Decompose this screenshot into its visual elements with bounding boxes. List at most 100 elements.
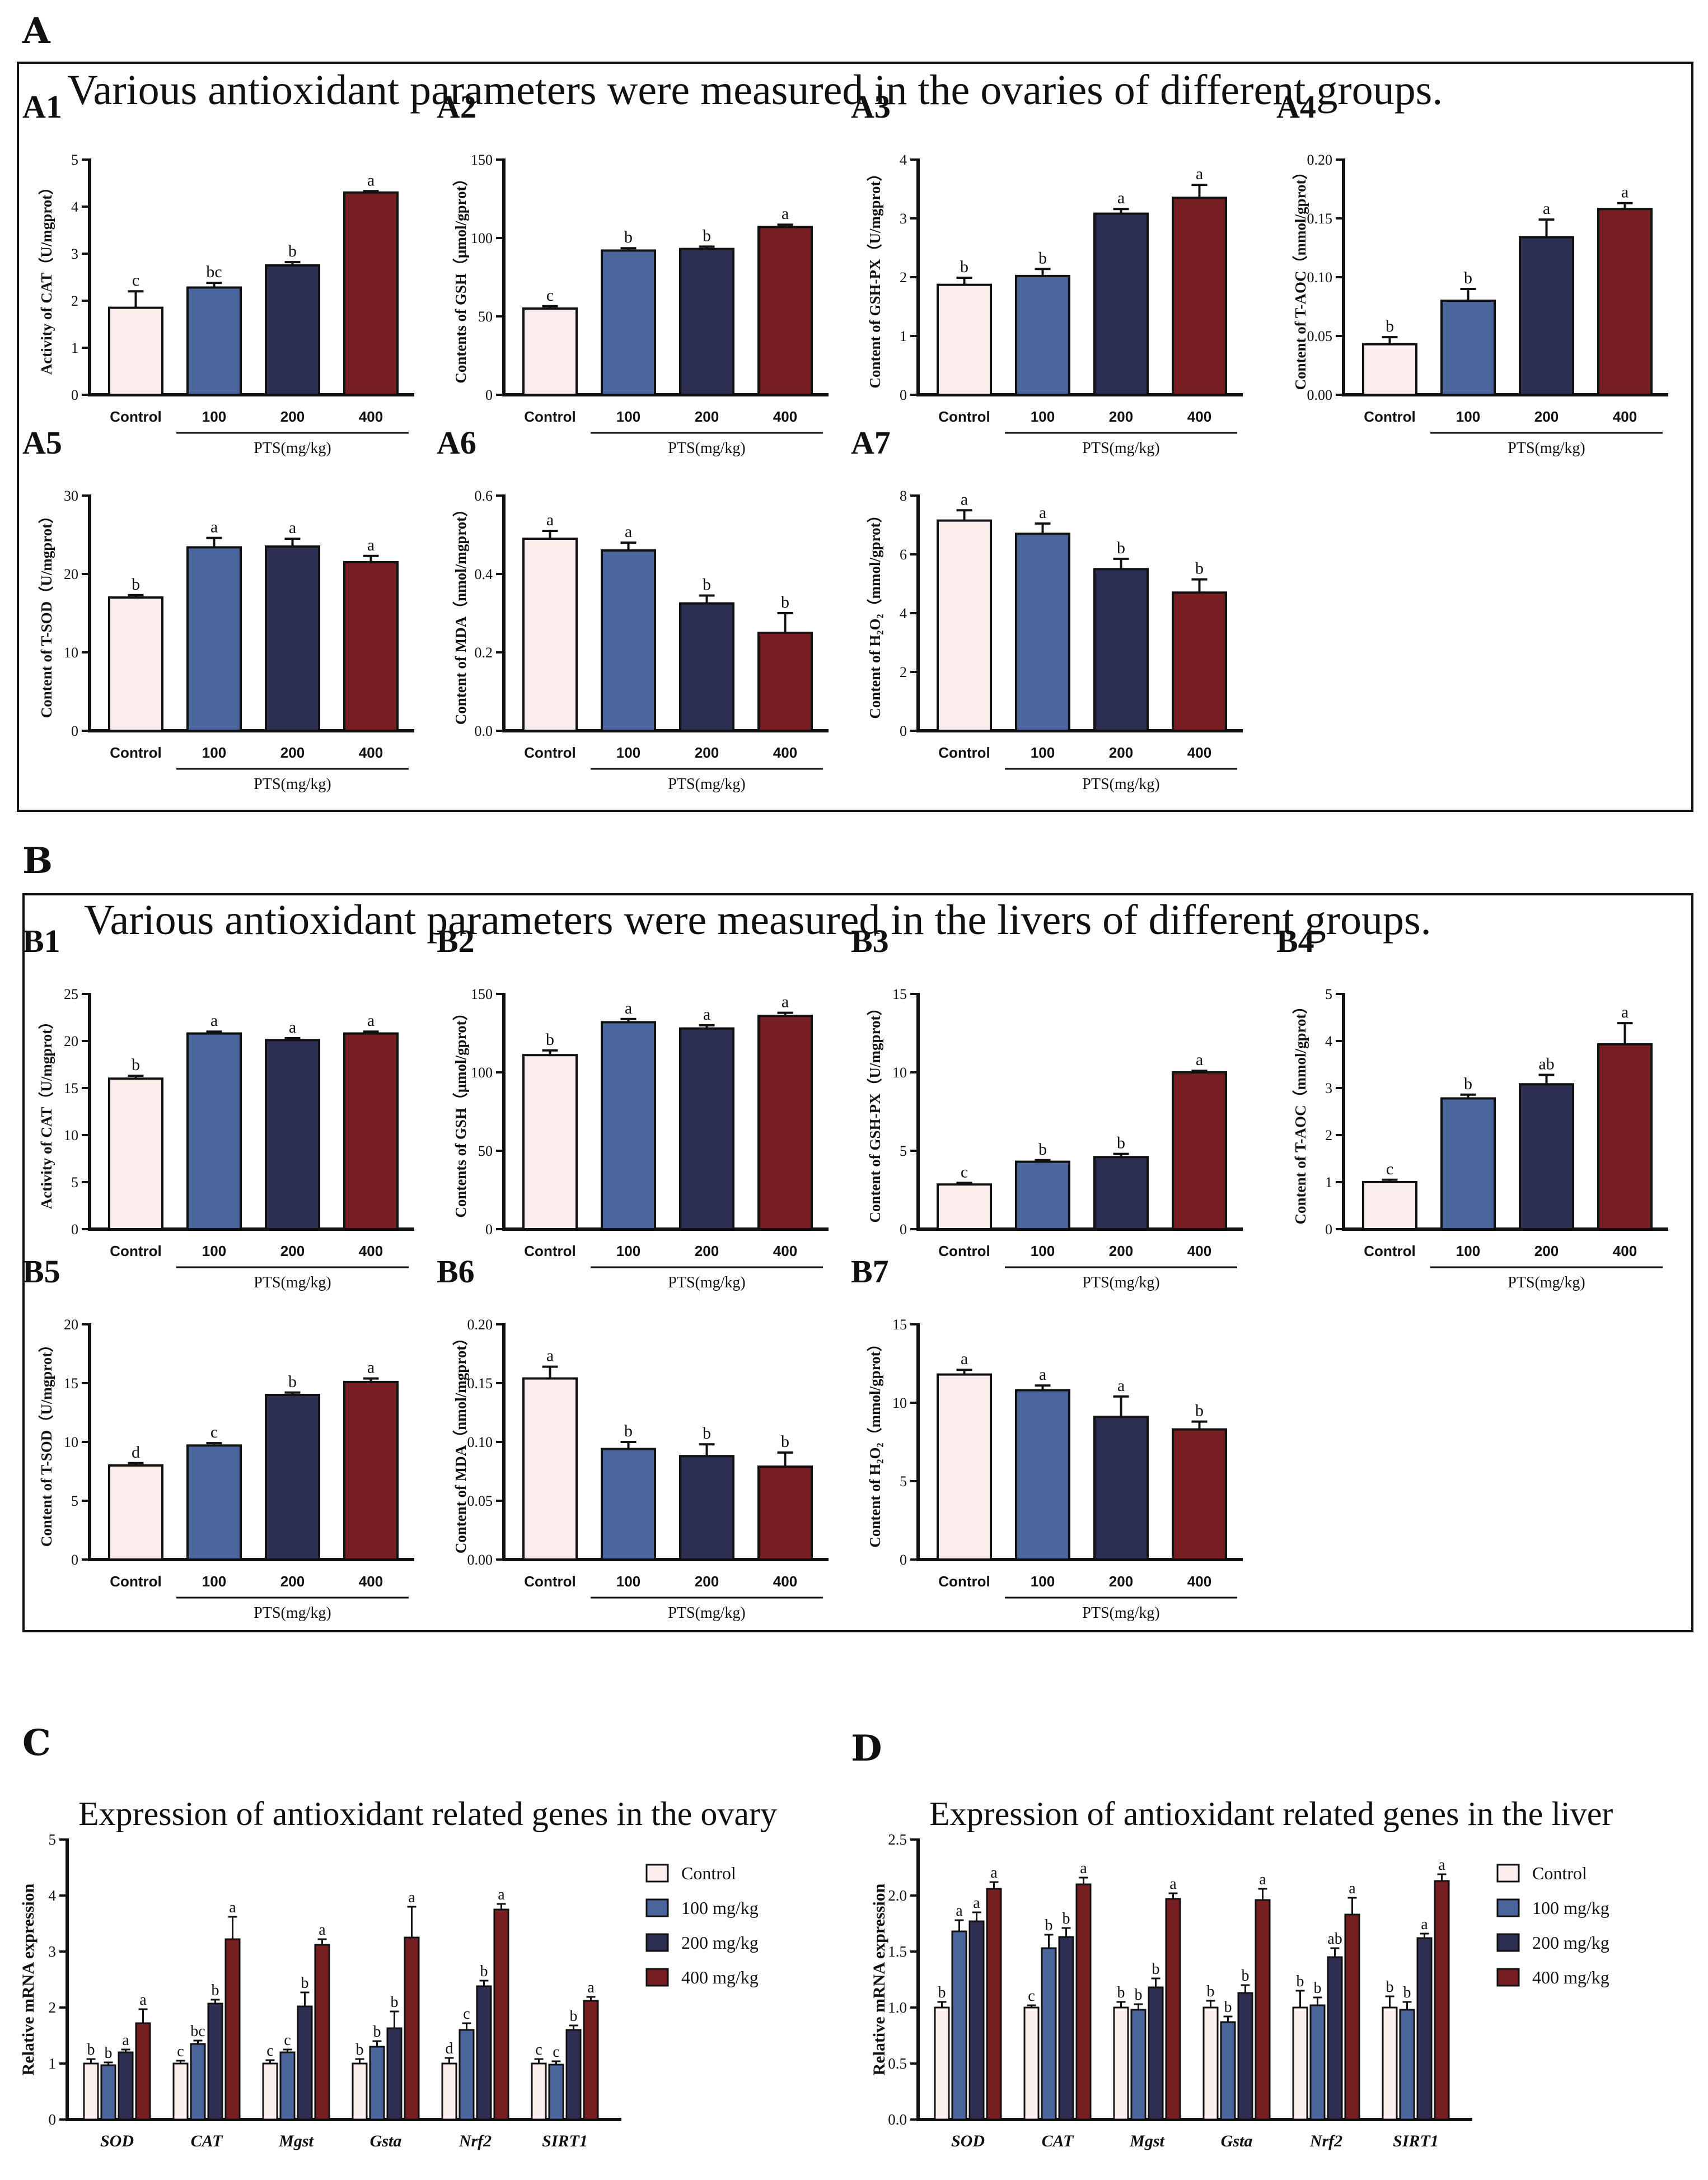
y-axis-label: Content of T-SOD（U/mgprot） (38, 1337, 55, 1547)
x-tick-label: 400 (359, 1573, 383, 1590)
significance-letter: a (1039, 503, 1046, 522)
y-tick-label: 10 (64, 1127, 78, 1143)
x-axis-label: PTS(mg/kg) (1082, 440, 1159, 457)
bar-c-mgst-2 (297, 2005, 313, 2121)
significance-letter: b (105, 2044, 113, 2062)
chart-b1: B1 0 5 10 15 20 25 Activity of CAT（U/mgprot） b Co… (22, 923, 414, 1291)
y-tick-label: 0.00 (467, 1552, 493, 1568)
y-tick-label: 15 (64, 1375, 78, 1392)
significance-letter: b (1464, 1075, 1472, 1093)
y-tick-label: 1 (71, 340, 78, 356)
bar-d-mgst-2 (1148, 1986, 1164, 2121)
y-tick-label: 150 (471, 986, 493, 1002)
y-tick-label: 15 (892, 986, 907, 1002)
y-tick-label: 1.0 (888, 1999, 907, 2016)
significance-letter: a (1438, 1856, 1445, 1874)
significance-letter: a (990, 1864, 998, 1882)
y-tick-label: 0 (900, 387, 907, 403)
legend-label: 100 mg/kg (1532, 1898, 1609, 1918)
y-tick-label: 4 (71, 199, 78, 215)
bar-a2-2 (679, 248, 734, 396)
legend-label: 400 mg/kg (681, 1967, 759, 1987)
y-tick-label: 6 (900, 547, 907, 563)
significance-letter: c (284, 2032, 291, 2049)
y-tick-label: 15 (64, 1080, 78, 1096)
legend-label: Control (681, 1863, 736, 1883)
bar-b3-0 (937, 1183, 992, 1231)
significance-letter: b (1135, 1986, 1143, 2004)
bar-a6-3 (757, 632, 813, 732)
bar-b6-1 (601, 1448, 656, 1561)
legend-label: Control (1532, 1863, 1587, 1883)
x-tick-label: 400 (359, 744, 383, 761)
y-tick-label: 0 (900, 723, 907, 739)
y-tick-label: 3 (1325, 1080, 1332, 1096)
x-tick-label: Mgst (278, 2132, 314, 2150)
significance-letter: c (463, 2005, 470, 2023)
bar-b4-3 (1597, 1043, 1653, 1230)
y-tick-label: 0.20 (1307, 152, 1333, 168)
y-tick-label: 0.15 (467, 1375, 493, 1392)
subpanel-label: A6 (437, 424, 476, 461)
significance-letter: b (1386, 317, 1394, 335)
significance-letter: a (210, 1011, 218, 1030)
bar-d-sirt1-1 (1399, 2009, 1415, 2121)
significance-letter: b (1314, 1980, 1322, 1997)
bar-a4-2 (1519, 236, 1574, 396)
significance-letter: b (288, 242, 297, 260)
y-tick-label: 2 (1325, 1127, 1332, 1143)
bar-b2-0 (522, 1054, 578, 1230)
bar-c-cat-1 (190, 2043, 206, 2121)
x-tick-label: 100 (202, 1573, 226, 1590)
bar-b1-1 (186, 1032, 242, 1230)
x-tick-label: 100 (1031, 744, 1055, 761)
y-tick-label: 20 (64, 1033, 78, 1049)
significance-letter: b (87, 2041, 95, 2058)
y-tick-label: 0.05 (467, 1493, 493, 1509)
significance-letter: b (624, 1422, 633, 1440)
bar-b1-2 (265, 1039, 320, 1230)
x-tick-label: 100 (616, 1243, 640, 1259)
bar-a1-0 (108, 306, 163, 396)
x-tick-label: 200 (280, 744, 305, 761)
significance-letter: a (961, 490, 968, 508)
y-axis-label: Content of T-AOC（mmol/gprot） (1292, 998, 1309, 1224)
y-tick-label: 10 (64, 1434, 78, 1450)
y-tick-label: 0.6 (475, 488, 493, 504)
y-tick-label: 15 (892, 1317, 907, 1333)
significance-letter: b (1045, 1917, 1053, 1934)
x-tick-label: 200 (695, 1243, 719, 1259)
y-tick-label: 0.10 (1307, 269, 1333, 286)
significance-letter: a (319, 1921, 326, 1939)
significance-letter: b (1386, 1978, 1394, 1996)
x-axis-label: PTS(mg/kg) (1508, 440, 1585, 457)
y-tick-label: 100 (471, 1065, 493, 1081)
bar-d-cat-0 (1023, 2006, 1040, 2121)
x-tick-label: Control (1364, 1243, 1415, 1259)
subpanel-label: B7 (851, 1253, 889, 1290)
significance-letter: a (122, 2032, 129, 2049)
bar-b2-3 (757, 1015, 813, 1230)
significance-letter: b (132, 575, 140, 594)
significance-letter: c (535, 2041, 542, 2058)
significance-letter: a (289, 519, 296, 537)
significance-letter: a (139, 1991, 147, 2009)
significance-letter: a (408, 1889, 415, 1906)
y-tick-label: 1 (49, 2055, 57, 2072)
bar-c-sod-3 (135, 2022, 151, 2121)
y-tick-label: 0.20 (467, 1317, 493, 1333)
significance-letter: bc (190, 2023, 205, 2040)
significance-letter: b (1224, 1999, 1232, 2016)
y-tick-label: 5 (1325, 986, 1332, 1002)
y-tick-label: 4 (900, 152, 907, 168)
bar-c-sirt1-2 (565, 2029, 582, 2121)
bar-a3-0 (937, 283, 992, 396)
y-axis-label: Content of H₂O₂（mmol/gprot） (867, 507, 883, 718)
y-tick-label: 0.0 (475, 723, 493, 739)
significance-letter: b (1152, 1960, 1160, 1978)
bar-a6-2 (679, 602, 734, 732)
chart-a7: A7 0 2 4 6 8 Content of H₂O₂（mmol/gprot） a Contr… (851, 424, 1243, 793)
bar-d-gsta-3 (1255, 1899, 1271, 2121)
bar-b2-2 (679, 1027, 734, 1230)
significance-letter: b (703, 576, 711, 594)
